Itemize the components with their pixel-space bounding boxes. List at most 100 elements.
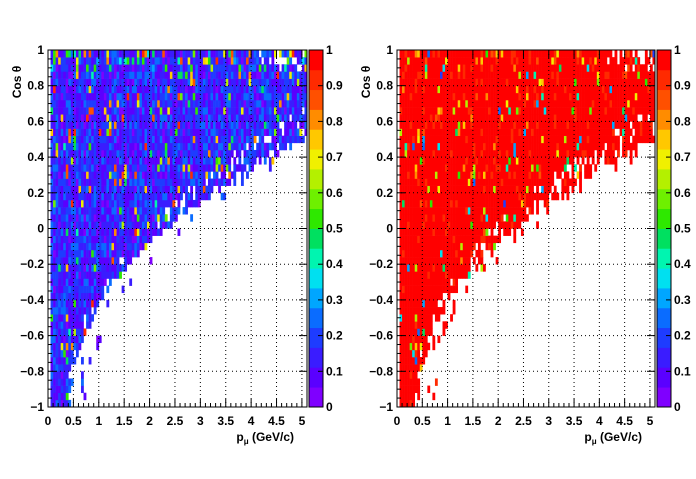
heatmap-cell xyxy=(155,143,158,150)
heatmap-cell xyxy=(66,257,69,264)
heatmap-cell xyxy=(425,350,428,357)
heatmap-cell xyxy=(101,107,104,114)
heatmap-cell xyxy=(53,221,56,228)
heatmap-cell xyxy=(111,157,114,164)
heatmap-cell xyxy=(61,243,64,250)
heatmap-cell xyxy=(53,171,56,178)
heatmap-cell xyxy=(410,229,413,236)
heatmap-cell xyxy=(607,107,610,114)
heatmap-cell xyxy=(106,300,109,307)
heatmap-cell xyxy=(241,171,244,178)
heatmap-cell xyxy=(63,86,66,93)
heatmap-cell xyxy=(518,186,521,193)
heatmap-cell xyxy=(287,71,290,78)
heatmap-cell xyxy=(551,129,554,136)
heatmap-cell xyxy=(236,129,239,136)
heatmap-cell xyxy=(582,93,585,100)
heatmap-cell xyxy=(127,214,130,221)
x-tick-label: 4.5 xyxy=(268,414,285,428)
heatmap-cell xyxy=(518,100,521,107)
heatmap-cell xyxy=(101,64,104,71)
heatmap-cell xyxy=(282,64,285,71)
heatmap-cell xyxy=(282,114,285,121)
heatmap-cell xyxy=(56,129,59,136)
heatmap-cell xyxy=(246,100,249,107)
heatmap-cell xyxy=(109,57,112,64)
heatmap-cell xyxy=(412,328,415,335)
heatmap-cell xyxy=(246,136,249,143)
heatmap-cell xyxy=(259,114,262,121)
heatmap-cell xyxy=(157,121,160,128)
color-bar-tick-label: 0.3 xyxy=(326,293,343,307)
heatmap-cell xyxy=(86,136,89,143)
heatmap-cell xyxy=(511,136,514,143)
heatmap-cell xyxy=(147,93,150,100)
heatmap-cell xyxy=(144,107,147,114)
heatmap-cell xyxy=(66,250,69,257)
heatmap-cell xyxy=(66,200,69,207)
heatmap-cell xyxy=(432,271,435,278)
heatmap-cell xyxy=(246,121,249,128)
heatmap-cell xyxy=(417,200,420,207)
heatmap-cell xyxy=(475,157,478,164)
heatmap-cell xyxy=(468,264,471,271)
heatmap-cell xyxy=(468,221,471,228)
heatmap-cell xyxy=(132,129,135,136)
heatmap-cell xyxy=(178,200,181,207)
heatmap-cell xyxy=(86,293,89,300)
heatmap-cell xyxy=(617,150,620,157)
heatmap-cell xyxy=(78,336,81,343)
heatmap-cell xyxy=(91,243,94,250)
heatmap-cell xyxy=(559,171,562,178)
heatmap-cell xyxy=(56,386,59,393)
heatmap-cell xyxy=(448,114,451,121)
heatmap-cell xyxy=(139,121,142,128)
heatmap-cell xyxy=(254,114,257,121)
heatmap-cell xyxy=(450,93,453,100)
heatmap-cell xyxy=(460,79,463,86)
heatmap-cell xyxy=(465,221,468,228)
heatmap-cell xyxy=(407,200,410,207)
heatmap-cell xyxy=(81,214,84,221)
heatmap-cell xyxy=(427,207,430,214)
heatmap-cell xyxy=(425,193,428,200)
heatmap-cell xyxy=(458,271,461,278)
heatmap-cell xyxy=(539,107,542,114)
heatmap-cell xyxy=(415,143,418,150)
heatmap-cell xyxy=(400,107,403,114)
heatmap-cell xyxy=(76,193,79,200)
heatmap-cell xyxy=(635,129,638,136)
heatmap-cell xyxy=(427,114,430,121)
heatmap-cell xyxy=(430,171,433,178)
heatmap-cell xyxy=(68,386,71,393)
heatmap-cell xyxy=(491,93,494,100)
heatmap-cell xyxy=(94,100,97,107)
heatmap-cell xyxy=(53,150,56,157)
heatmap-cell xyxy=(89,143,92,150)
heatmap-cell xyxy=(417,364,420,371)
heatmap-cell xyxy=(402,300,405,307)
heatmap-cell xyxy=(53,229,56,236)
heatmap-cell xyxy=(430,207,433,214)
color-bar-tick-label: 0.1 xyxy=(326,364,343,378)
heatmap-cell xyxy=(104,93,107,100)
heatmap-cell xyxy=(420,150,423,157)
heatmap-cell xyxy=(89,307,92,314)
heatmap-cell xyxy=(109,186,112,193)
heatmap-cell xyxy=(405,214,408,221)
heatmap-cell xyxy=(410,328,413,335)
heatmap-cell xyxy=(101,221,104,228)
heatmap-cell xyxy=(124,236,127,243)
heatmap-cell xyxy=(513,121,516,128)
heatmap-cell xyxy=(61,278,64,285)
heatmap-cell xyxy=(294,136,297,143)
heatmap-cell xyxy=(228,129,231,136)
heatmap-cell xyxy=(587,136,590,143)
heatmap-cell xyxy=(129,207,132,214)
heatmap-cell xyxy=(84,293,87,300)
heatmap-cell xyxy=(554,86,557,93)
heatmap-cell xyxy=(213,121,216,128)
heatmap-cell xyxy=(162,157,165,164)
heatmap-cell xyxy=(412,93,415,100)
heatmap-cell xyxy=(453,250,456,257)
